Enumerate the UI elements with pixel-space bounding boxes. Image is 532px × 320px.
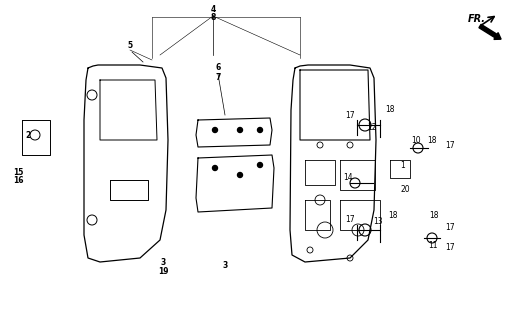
Text: 14: 14 xyxy=(343,173,353,182)
Text: 18: 18 xyxy=(385,105,395,114)
Circle shape xyxy=(257,163,262,167)
Text: 18: 18 xyxy=(429,211,439,220)
Text: 15: 15 xyxy=(13,168,23,177)
Text: 18: 18 xyxy=(388,211,398,220)
Text: 6: 6 xyxy=(215,63,221,72)
Text: 17: 17 xyxy=(445,223,455,232)
Circle shape xyxy=(257,127,262,132)
Text: 4: 4 xyxy=(210,5,215,14)
Text: 17: 17 xyxy=(345,215,355,224)
Text: 12: 12 xyxy=(367,123,377,132)
Text: 5: 5 xyxy=(128,41,132,50)
Text: 16: 16 xyxy=(13,176,23,185)
FancyArrow shape xyxy=(479,24,501,39)
Text: 11: 11 xyxy=(428,241,438,250)
Text: 2: 2 xyxy=(26,131,31,140)
Text: 17: 17 xyxy=(345,111,355,120)
Text: 8: 8 xyxy=(210,13,215,22)
Text: 1: 1 xyxy=(401,161,405,170)
Text: FR.: FR. xyxy=(468,14,486,24)
Text: 3: 3 xyxy=(222,261,228,270)
Text: 7: 7 xyxy=(215,73,221,82)
Text: 3: 3 xyxy=(160,258,165,267)
Text: 13: 13 xyxy=(373,217,383,226)
Text: 10: 10 xyxy=(411,136,421,145)
Text: 17: 17 xyxy=(445,243,455,252)
Text: 19: 19 xyxy=(158,267,168,276)
Circle shape xyxy=(237,127,243,132)
Circle shape xyxy=(212,165,218,171)
Circle shape xyxy=(212,127,218,132)
Circle shape xyxy=(237,172,243,178)
Text: 18: 18 xyxy=(427,136,437,145)
Text: 17: 17 xyxy=(445,141,455,150)
Text: 20: 20 xyxy=(400,185,410,194)
